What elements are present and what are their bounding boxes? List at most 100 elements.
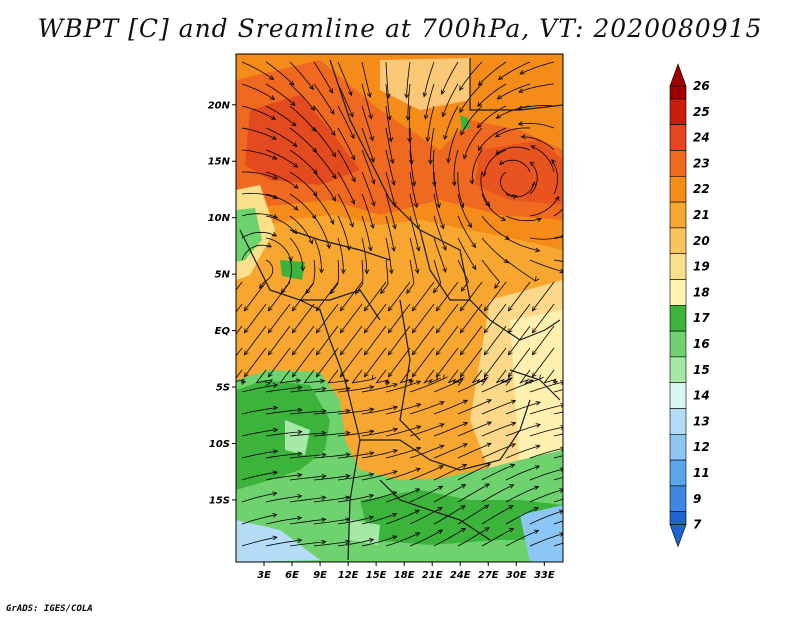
- streamline-arrow: [321, 539, 327, 545]
- streamline: [241, 407, 278, 415]
- streamline: [241, 492, 277, 503]
- streamline: [385, 509, 420, 525]
- streamline-arrow: [310, 105, 316, 112]
- streamline-arrow: [391, 202, 397, 208]
- streamline-arrow: [321, 408, 327, 414]
- streamline-arrow: [510, 443, 517, 448]
- streamline-arrow: [462, 443, 468, 448]
- streamline: [508, 303, 531, 334]
- streamline-arrow: [416, 425, 422, 430]
- streamline-arrow: [583, 224, 587, 228]
- streamline: [433, 422, 468, 437]
- colorbar-label: 22: [693, 182, 710, 196]
- streamline-arrow: [329, 109, 335, 115]
- streamline: [289, 193, 317, 220]
- streamline-arrow: [494, 132, 501, 138]
- streamline-arrow: [321, 517, 327, 523]
- streamline: [529, 259, 563, 273]
- streamline: [313, 432, 350, 437]
- streamline: [292, 325, 315, 356]
- streamline: [289, 518, 326, 525]
- streamline-arrow: [291, 121, 297, 127]
- streamline-arrow: [533, 507, 539, 512]
- streamline-arrow: [345, 539, 351, 545]
- colorbar-swatch: [669, 304, 687, 332]
- streamline-arrow: [297, 494, 303, 499]
- streamline: [289, 83, 315, 111]
- streamline-arrow: [559, 488, 563, 493]
- streamline-arrow: [293, 183, 299, 189]
- colorbar-label: 12: [693, 440, 710, 454]
- streamline: [337, 473, 374, 481]
- streamline-arrow: [471, 242, 477, 249]
- streamline: [289, 497, 326, 503]
- streamline: [483, 149, 507, 177]
- streamline-arrow: [297, 429, 303, 435]
- streamline: [406, 61, 411, 98]
- streamline-arrow: [367, 246, 373, 252]
- streamline: [337, 386, 374, 393]
- streamline-arrow: [315, 328, 321, 334]
- streamline-arrow: [520, 134, 526, 139]
- streamline: [337, 105, 355, 139]
- streamline: [361, 127, 375, 163]
- streamline: [409, 149, 415, 186]
- streamline-arrow: [385, 380, 391, 386]
- streamline: [330, 259, 339, 294]
- lat-tick-label: 10S: [209, 439, 230, 450]
- streamline-arrow: [370, 179, 376, 185]
- streamline-arrow: [297, 538, 303, 543]
- streamline: [244, 303, 267, 334]
- streamline-arrow: [483, 374, 489, 380]
- streamline-arrow: [486, 442, 492, 448]
- streamline-arrow: [535, 401, 541, 406]
- streamline: [337, 83, 354, 117]
- streamline-arrow: [480, 381, 486, 386]
- streamline-arrow: [459, 328, 465, 334]
- streamline-arrow: [363, 372, 369, 378]
- streamline: [457, 463, 491, 481]
- streamline: [313, 193, 334, 225]
- streamline: [313, 496, 350, 503]
- streamline: [553, 259, 563, 262]
- streamline-arrow: [461, 463, 468, 469]
- streamline: [532, 347, 555, 378]
- streamline: [447, 127, 459, 163]
- lon-tick-label: 30E: [506, 570, 527, 581]
- streamline-arrow: [297, 407, 303, 413]
- lon-tick-label: 33E: [534, 570, 555, 581]
- streamline: [472, 369, 485, 384]
- streamline: [313, 475, 350, 481]
- streamline-arrow: [305, 288, 311, 295]
- streamline-arrow: [459, 374, 465, 380]
- streamline-arrow: [459, 372, 465, 378]
- streamline: [448, 369, 461, 384]
- streamline-arrow: [331, 173, 337, 180]
- streamline-arrow: [388, 137, 393, 143]
- streamline: [313, 149, 337, 179]
- streamline: [241, 471, 278, 481]
- streamline-arrow: [477, 80, 483, 86]
- streamline: [529, 468, 563, 481]
- streamline-arrow: [243, 350, 249, 356]
- streamline: [505, 424, 541, 437]
- streamline: [289, 475, 326, 481]
- streamline-arrow: [363, 328, 369, 334]
- streamline-arrow: [552, 380, 559, 385]
- streamline: [432, 149, 436, 186]
- streamline: [481, 400, 516, 415]
- streamline-arrow: [243, 306, 249, 312]
- streamline-arrow: [531, 328, 537, 334]
- streamline: [529, 426, 563, 437]
- streamline-arrow: [408, 380, 414, 385]
- streamline: [453, 149, 459, 186]
- streamline: [313, 518, 350, 525]
- streamline-arrow: [510, 421, 517, 427]
- streamline: [337, 193, 354, 227]
- streamline: [289, 61, 314, 90]
- streamline: [265, 386, 302, 393]
- streamline: [241, 450, 278, 459]
- streamline-arrow: [435, 328, 441, 334]
- country-borders: [239, 58, 563, 561]
